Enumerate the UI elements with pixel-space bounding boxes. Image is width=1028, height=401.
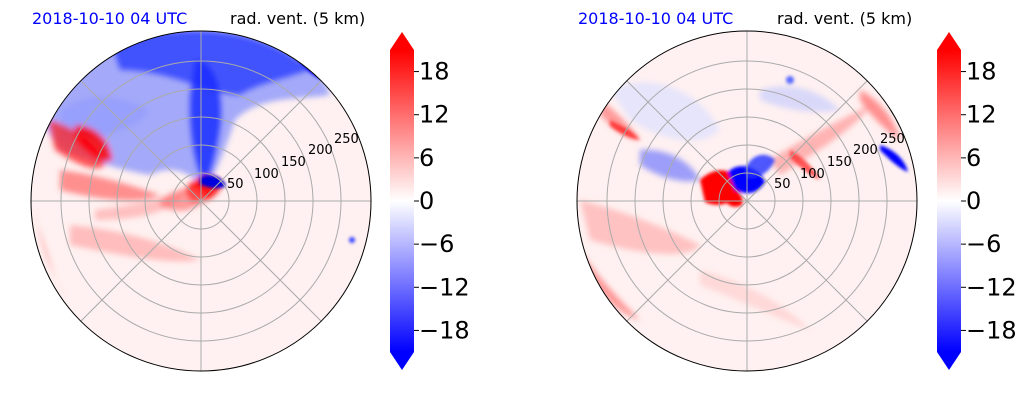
right-title-date: 2018-10-10 04 UTC	[578, 9, 733, 28]
left-colorbar-min-arrow	[390, 352, 414, 370]
right-colorbar-tick-label: 12	[966, 101, 997, 129]
right-colorbar-min-arrow	[937, 352, 961, 370]
left-colorbar-tick-label: 0	[419, 187, 434, 215]
right-rtick-150: 150	[827, 155, 852, 170]
left-colorbar-bar	[390, 50, 414, 352]
left-colorbar-ticks: 18 12 6 0 −6 −12 −18	[414, 58, 470, 344]
left-rtick-200: 200	[308, 143, 333, 158]
left-rtick-50: 50	[227, 177, 244, 192]
right-colorbar-tick-label: 6	[966, 144, 981, 172]
right-polar-boundary	[576, 30, 918, 372]
left-rtick-250: 250	[334, 132, 359, 147]
right-colorbar-bar	[937, 50, 961, 352]
right-radial-ticks: 50 100 150 200 250	[774, 132, 905, 192]
left-title-date: 2018-10-10 04 UTC	[32, 9, 187, 28]
left-rtick-150: 150	[281, 155, 306, 170]
left-colorbar-tick-label: 12	[419, 101, 450, 129]
right-colorbar-max-arrow	[937, 32, 961, 50]
left-title-variable: rad. vent. (5 km)	[230, 9, 365, 28]
right-rtick-100: 100	[800, 167, 825, 182]
right-rtick-250: 250	[880, 132, 905, 147]
left-colorbar-max-arrow	[390, 32, 414, 50]
right-colorbar-tick-label: −12	[966, 273, 1017, 301]
left-polar-boundary	[30, 30, 372, 372]
left-colorbar: 18 12 6 0 −6 −12 −18	[390, 32, 470, 370]
left-rtick-100: 100	[254, 167, 279, 182]
left-colorbar-tick-label: −18	[419, 316, 470, 344]
right-colorbar-tick-label: 18	[966, 58, 997, 86]
right-colorbar-tick-label: −6	[966, 230, 1001, 258]
left-colorbar-tick-label: −6	[419, 230, 454, 258]
right-rtick-50: 50	[774, 177, 791, 192]
left-grid	[31, 31, 371, 371]
right-title-variable: rad. vent. (5 km)	[777, 9, 912, 28]
left-colorbar-tick-label: −12	[419, 273, 470, 301]
left-colorbar-tick-label: 18	[419, 58, 450, 86]
right-colorbar: 18 12 6 0 −6 −12 −18	[937, 32, 1017, 370]
left-colorbar-tick-label: 6	[419, 144, 434, 172]
left-radial-ticks: 50 100 150 200 250	[227, 132, 359, 192]
right-colorbar-ticks: 18 12 6 0 −6 −12 −18	[961, 58, 1017, 344]
right-colorbar-tick-label: 0	[966, 187, 981, 215]
left-panel: 2018-10-10 04 UTC rad. vent. (5 km)	[30, 9, 372, 372]
right-panel: 2018-10-10 04 UTC rad. vent. (5 km)	[576, 9, 918, 372]
right-grid	[577, 31, 917, 371]
right-rtick-200: 200	[853, 143, 878, 158]
right-colorbar-tick-label: −18	[966, 316, 1017, 344]
